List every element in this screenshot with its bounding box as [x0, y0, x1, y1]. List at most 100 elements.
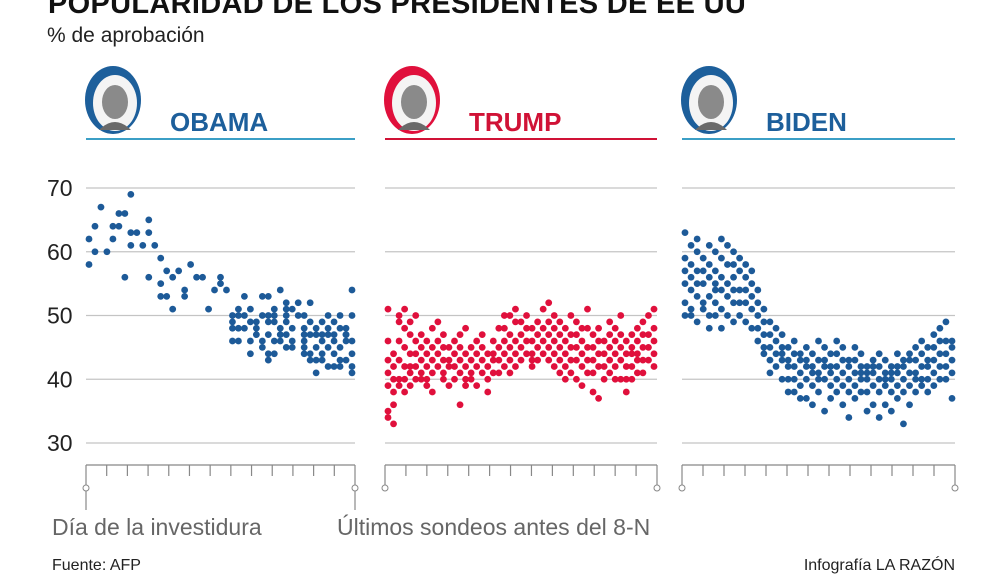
data-point-trump [478, 356, 486, 364]
data-point-trump [412, 337, 420, 345]
data-point-trump [561, 350, 569, 358]
data-point-biden [827, 350, 835, 358]
data-point-biden [821, 363, 828, 370]
y-tick-label: 70 [47, 175, 73, 201]
data-point-biden [918, 337, 926, 345]
data-point-trump [584, 324, 591, 332]
data-point-biden [802, 356, 810, 364]
data-point-biden [875, 375, 883, 383]
data-point-biden [857, 388, 865, 396]
data-point-trump [467, 356, 475, 364]
data-point-trump [500, 324, 508, 332]
data-point-biden [736, 312, 744, 319]
data-point-trump [484, 375, 492, 383]
data-point-trump [573, 331, 580, 339]
data-point-trump [578, 350, 586, 358]
data-point-biden [863, 363, 871, 370]
data-point-trump [395, 375, 403, 383]
data-point-trump [456, 401, 464, 409]
data-point-trump [384, 305, 392, 313]
data-point-trump [473, 337, 481, 345]
data-point-biden [845, 363, 853, 370]
data-point-trump [384, 414, 392, 421]
data-point-trump [561, 375, 569, 383]
data-point-biden [845, 414, 853, 421]
data-point-biden [699, 267, 707, 275]
data-point-biden [681, 254, 689, 262]
data-point-biden [778, 350, 786, 358]
data-point-obama [318, 318, 326, 326]
x-axis-end-marker [951, 484, 959, 492]
data-point-biden [693, 280, 701, 288]
data-point-trump [650, 305, 658, 313]
data-point-biden [705, 312, 713, 319]
data-point-trump [434, 318, 442, 326]
data-point-obama [318, 337, 326, 345]
data-point-trump [556, 318, 564, 326]
data-point-obama [246, 337, 254, 345]
data-point-biden [869, 401, 877, 409]
data-point-trump [395, 318, 403, 326]
data-point-biden [863, 375, 871, 383]
data-point-biden [930, 343, 938, 351]
data-point-trump [401, 363, 409, 370]
data-point-trump [611, 375, 619, 383]
x-axis-end-marker [678, 484, 686, 492]
data-point-biden [766, 318, 774, 326]
data-point-biden [906, 382, 913, 390]
data-point-biden [881, 401, 889, 409]
data-point-trump [406, 331, 414, 339]
data-point-trump [523, 350, 530, 358]
data-point-trump [456, 369, 464, 377]
data-point-trump [567, 331, 575, 339]
data-point-trump [462, 363, 469, 370]
data-point-trump [384, 369, 392, 377]
data-point-biden [784, 363, 792, 370]
data-point-biden [887, 375, 895, 383]
data-point-biden [790, 363, 798, 370]
data-point-obama [330, 350, 338, 358]
data-point-trump [406, 318, 414, 326]
data-point-biden [918, 375, 926, 383]
data-point-obama [282, 299, 290, 307]
data-point-trump [451, 337, 458, 345]
data-point-trump [500, 350, 508, 358]
data-point-trump [462, 375, 469, 383]
data-point-biden [942, 363, 950, 370]
data-point-trump [573, 375, 580, 383]
data-point-obama [163, 267, 171, 275]
data-point-biden [754, 286, 762, 294]
data-point-trump [628, 363, 636, 370]
data-point-trump [595, 337, 602, 345]
data-point-biden [772, 363, 780, 370]
data-point-obama [348, 363, 356, 370]
data-point-biden [754, 312, 762, 319]
data-point-trump [417, 331, 425, 339]
chart-subtitle: % de aprobación [47, 24, 205, 47]
data-point-obama [282, 343, 290, 351]
data-point-trump [600, 337, 608, 345]
data-point-biden [705, 261, 713, 268]
data-point-obama [121, 273, 129, 281]
data-point-biden [869, 382, 877, 390]
data-point-trump [390, 350, 397, 358]
data-point-biden [821, 407, 828, 415]
data-point-biden [821, 343, 828, 351]
data-point-obama [300, 337, 308, 345]
data-point-trump [550, 363, 558, 370]
data-point-obama [157, 292, 165, 300]
data-point-biden [699, 305, 707, 313]
data-point-biden [845, 356, 853, 364]
data-point-trump [473, 382, 481, 390]
data-point-trump [573, 318, 580, 326]
data-point-biden [893, 369, 901, 377]
data-point-biden [711, 280, 719, 288]
data-point-trump [528, 363, 536, 370]
data-point-biden [796, 350, 804, 358]
data-point-biden [942, 337, 950, 345]
x-start-label: Día de la investidura [52, 514, 262, 540]
data-point-trump [506, 331, 514, 339]
data-point-biden [711, 299, 719, 307]
data-point-obama [181, 292, 189, 300]
data-point-trump [406, 350, 414, 358]
